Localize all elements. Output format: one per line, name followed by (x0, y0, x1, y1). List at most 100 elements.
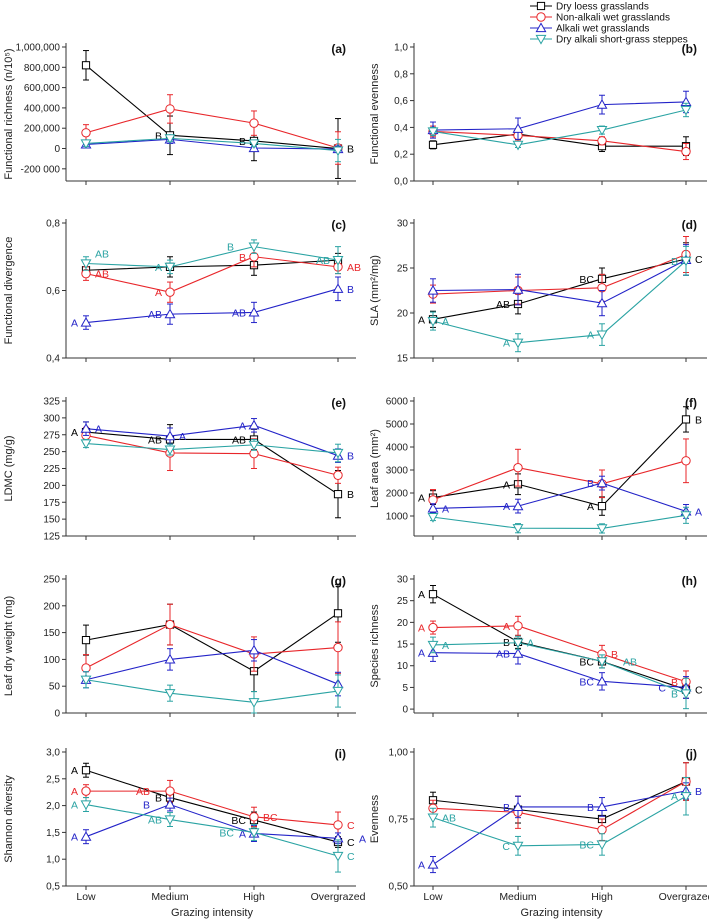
series-line (432, 460, 687, 501)
y-tick-label: 20 (397, 309, 409, 320)
significance-letter: BC (219, 827, 234, 839)
y-axis-label: Functional evenness (369, 63, 381, 164)
significance-letter: AB (148, 309, 162, 321)
marker-circle (333, 820, 343, 830)
marker-circle (165, 104, 175, 114)
y-axis-label: Species richness (369, 604, 381, 688)
significance-letter: A (418, 493, 425, 505)
y-tick-label: 300 (43, 413, 60, 424)
y-tick-label: 0,0 (394, 177, 408, 188)
y-tick-label: 1,0 (46, 855, 60, 866)
series-0: AAB ABB (71, 421, 354, 519)
significance-letter: AB (95, 269, 109, 281)
marker-circle (165, 619, 175, 630)
significance-letter: AB (232, 434, 246, 446)
series-2 (80, 639, 344, 697)
series-line (85, 256, 339, 293)
marker-triangle-down (596, 840, 608, 851)
significance-letter: A (71, 786, 78, 798)
series-line (432, 514, 687, 529)
series-3: A A AB B (427, 635, 692, 710)
marker-triangle-up (80, 831, 92, 841)
x-tick-label: Low (76, 891, 96, 903)
y-tick-label: 0,4 (394, 123, 408, 134)
significance-letter: B (227, 242, 234, 254)
marker-circle (536, 12, 546, 22)
y-tick-label: 20 (397, 618, 409, 629)
marker-circle (681, 456, 691, 466)
significance-letter: B (155, 793, 162, 805)
y-tick-label: 0,50 (389, 882, 409, 893)
significance-letter: B (347, 144, 354, 156)
significance-letter: C (658, 682, 666, 694)
panel-e: 125 150 175 200 225 250 275 300 325 LDMC (mg/g) (e… (3, 396, 356, 543)
marker-triangle-down (512, 524, 524, 534)
significance-letter: C (502, 841, 510, 853)
series-line (432, 790, 687, 866)
y-tick-label: 100 (43, 655, 60, 666)
panel-tag: (c) (331, 218, 346, 232)
marker-square (681, 415, 691, 424)
marker-triangle-up (535, 22, 547, 33)
y-tick-label: 2,5 (46, 774, 60, 785)
y-tick-label: 175 (43, 498, 60, 509)
y-tick-label: 150 (43, 515, 60, 526)
series-line (85, 259, 339, 271)
series-line (432, 780, 687, 820)
series-line (432, 795, 687, 847)
panel-tag: (e) (331, 396, 346, 410)
y-tick-label: 2,0 (46, 801, 60, 812)
legend-entry: Dry loess grasslands (530, 2, 649, 13)
y-tick-label: 50 (49, 682, 61, 693)
series-2 (427, 90, 692, 140)
series-line (85, 434, 339, 476)
legend-label: Dry alkali short-grass steppes (556, 35, 688, 46)
y-tick-label: 15 (397, 354, 409, 365)
x-tick-label: Overgrazed (311, 891, 366, 903)
marker-square (333, 609, 343, 618)
series-line (85, 64, 339, 150)
marker-triangle-up (427, 284, 439, 295)
marker-triangle-up (248, 644, 260, 655)
significance-letter: A (239, 420, 246, 432)
y-axis-label: Evenness (369, 794, 381, 843)
significance-letter: BC (231, 815, 246, 827)
marker-triangle-up (164, 308, 176, 319)
marker-triangle-down (427, 813, 439, 824)
marker-triangle-up (80, 423, 92, 433)
panel-tag: (g) (331, 574, 346, 588)
y-tick-label: -200 000 (21, 164, 61, 175)
significance-letter: A (587, 330, 594, 342)
significance-letter: A (155, 287, 162, 299)
marker-square (81, 61, 91, 70)
panel-a: -200 000 0 200,000 400,000 600,000 800,000 1,0… (3, 42, 356, 185)
y-tick-label: 0,6 (394, 96, 408, 107)
marker-triangle-up (512, 801, 524, 812)
marker-circle (513, 462, 523, 473)
panel-g: 0 50 100 150 200 250 Leaf dry weight (mg) (g) (3, 574, 356, 720)
marker-circle (597, 825, 607, 835)
y-tick-label: 150 (43, 628, 60, 639)
y-tick-label: 30 (397, 219, 409, 230)
y-tick-label: 5000 (386, 419, 409, 430)
legend-entry: Non-alkali wet grasslands (530, 12, 670, 24)
y-tick-label: 250 (43, 575, 60, 586)
marker-circle (249, 812, 259, 822)
series-0 (428, 762, 691, 831)
marker-triangle-up (248, 419, 260, 430)
significance-letter: AB (316, 255, 330, 267)
y-axis-label: Shannon diversity (3, 775, 15, 863)
marker-triangle-down (80, 800, 92, 811)
marker-triangle-down (512, 638, 524, 649)
significance-letter: AB (95, 249, 109, 261)
marker-circle (81, 663, 91, 673)
y-tick-label: 400,000 (24, 103, 61, 114)
series-2: AB BB (418, 782, 702, 874)
series-line (85, 108, 339, 149)
